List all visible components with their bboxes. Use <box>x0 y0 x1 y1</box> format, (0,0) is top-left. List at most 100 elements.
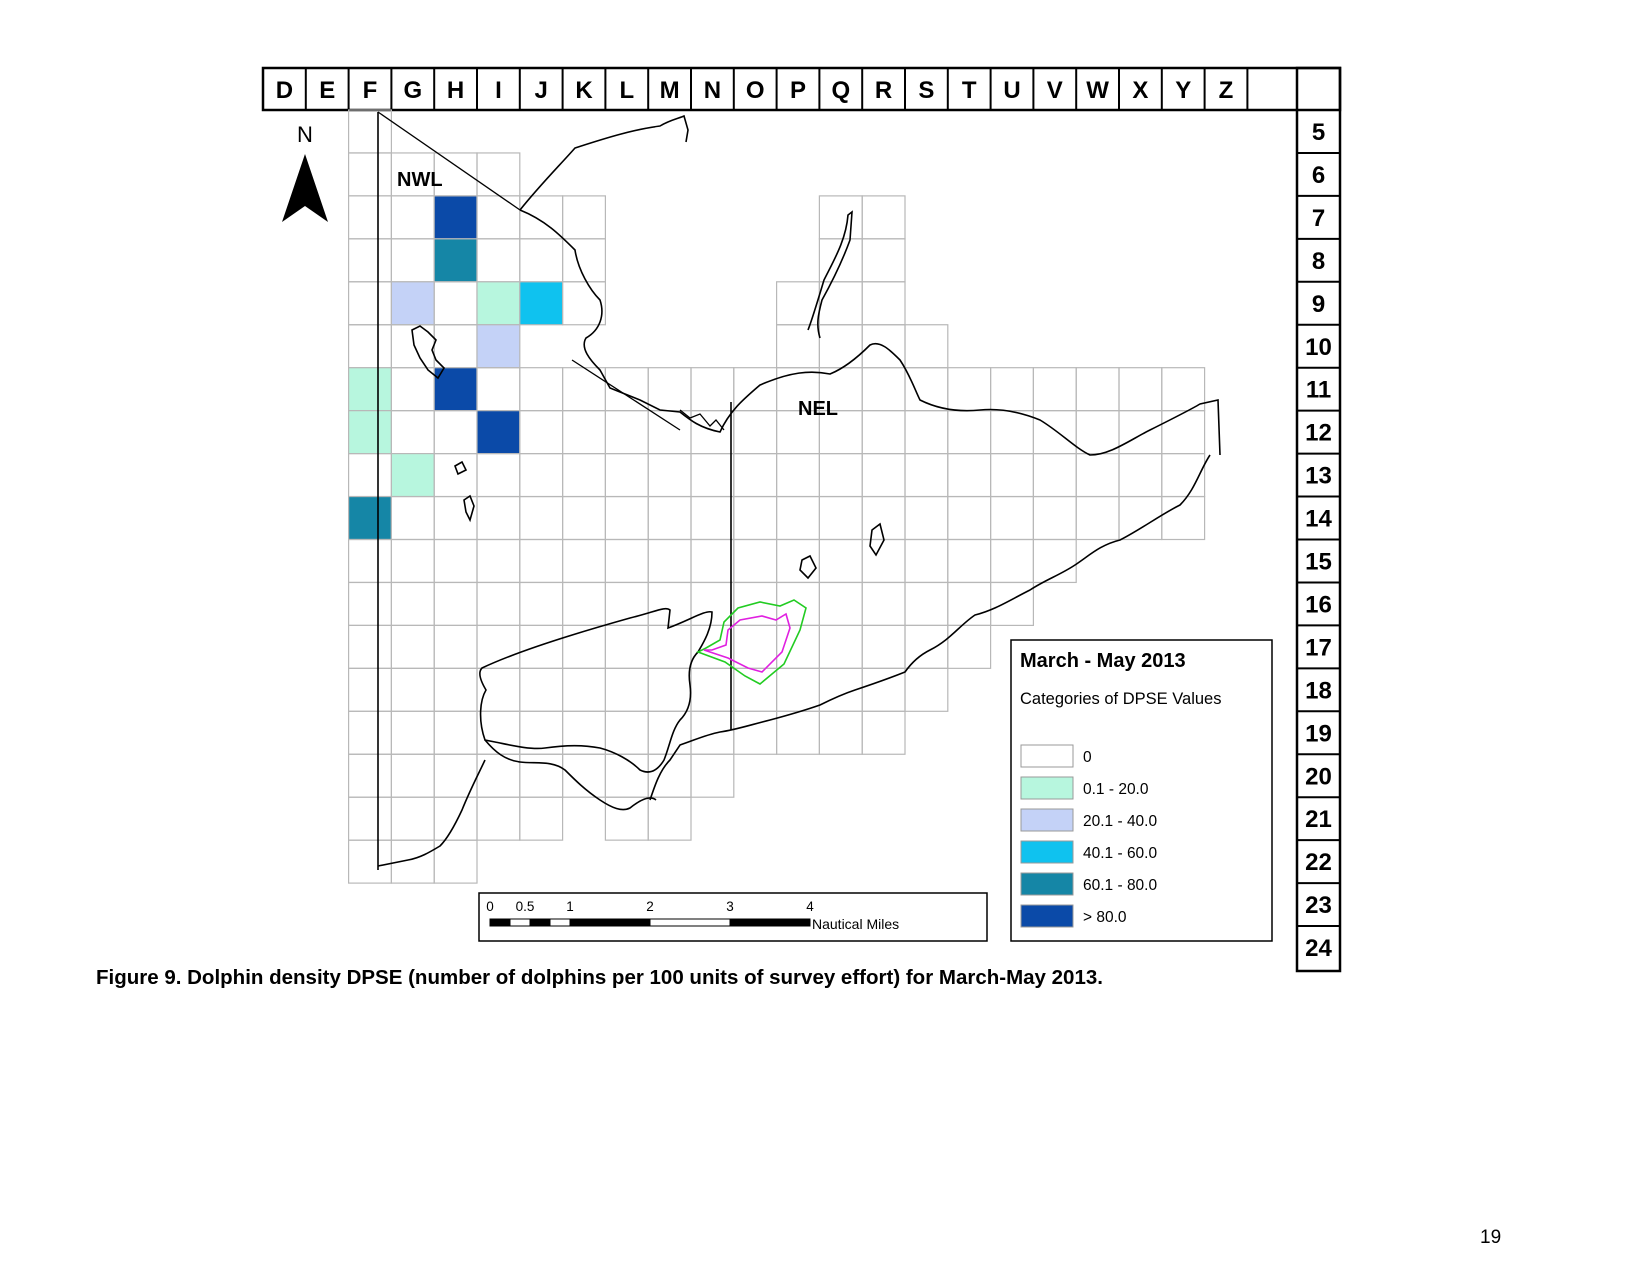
legend: March - May 2013 Categories of DPSE Valu… <box>1010 639 1273 942</box>
legend-item-label: 0.1 - 20.0 <box>1083 781 1149 798</box>
grid-cell <box>348 238 393 283</box>
grid-cell <box>604 753 649 798</box>
row-label: 19 <box>1305 720 1332 747</box>
grid-cell <box>433 238 478 283</box>
column-label: D <box>276 77 293 104</box>
grid-cell <box>1075 367 1120 412</box>
grid-cell <box>690 710 735 755</box>
north-arrow-icon <box>282 154 328 222</box>
island-4 <box>799 554 817 580</box>
grid-cell <box>476 367 521 412</box>
grid-cell <box>390 195 435 240</box>
north-arrow: N <box>282 122 328 222</box>
grid-cell <box>476 281 521 326</box>
grid-cell <box>947 367 992 412</box>
grid-cell <box>818 195 863 240</box>
grid-cell <box>989 538 1034 584</box>
grid-cell <box>390 453 435 498</box>
grid-cell <box>604 495 649 541</box>
row-label: 15 <box>1305 549 1332 576</box>
grid-cell <box>1118 453 1163 498</box>
grid-cell <box>818 624 863 669</box>
grid-cell <box>476 324 521 369</box>
scale-segment <box>549 918 571 927</box>
grid-cell <box>433 710 478 755</box>
grid-cell <box>947 538 992 584</box>
grid-cell <box>604 410 649 455</box>
row-label: 22 <box>1305 849 1332 876</box>
grid-cell <box>519 453 564 498</box>
grid-cell <box>733 495 778 541</box>
grid-cell <box>561 581 606 627</box>
grid-cell <box>647 796 692 841</box>
column-label: M <box>660 77 680 104</box>
grid-cell <box>604 796 649 841</box>
figure-caption: Figure 9. Dolphin density DPSE (number o… <box>96 966 1103 989</box>
grid-cell <box>390 667 435 712</box>
grid-cell <box>348 624 393 669</box>
column-label: I <box>495 77 502 104</box>
coastline <box>377 111 1221 870</box>
column-label: S <box>918 77 934 104</box>
legend-item-label: 0 <box>1083 749 1092 766</box>
grid-cell <box>647 710 692 755</box>
grid-cell <box>733 710 778 755</box>
grid-cell <box>476 410 521 455</box>
grid-cell <box>519 367 564 412</box>
row-label: 24 <box>1305 935 1332 962</box>
grid-cell <box>818 710 863 755</box>
grid-cell <box>604 453 649 498</box>
grid-cell <box>476 495 521 541</box>
grid-cell <box>1161 410 1206 455</box>
grid-cell <box>647 410 692 455</box>
survey-grid <box>348 109 1206 884</box>
grid-cell <box>348 453 393 498</box>
scale-tick-label: 4 <box>806 899 814 914</box>
island-1 <box>411 325 446 380</box>
grid-cell <box>348 710 393 755</box>
legend-swatch <box>1020 808 1074 832</box>
row-label: 21 <box>1305 806 1332 833</box>
grid-cell <box>433 367 478 412</box>
grid-cell <box>861 410 906 455</box>
grid-cell <box>561 495 606 541</box>
grid-cell <box>775 281 820 326</box>
grid-cell <box>904 410 949 455</box>
row-label: 7 <box>1312 205 1325 232</box>
scale-segment <box>509 918 531 927</box>
grid-cell <box>733 538 778 584</box>
scale-segment <box>529 918 551 927</box>
grid-cell <box>348 753 393 798</box>
scale-tick-label: 3 <box>726 899 734 914</box>
row-header-frame <box>1295 66 1342 973</box>
grid-cell <box>775 495 820 541</box>
southwest-coast <box>377 739 657 867</box>
column-label: F <box>363 77 378 104</box>
row-label: 8 <box>1312 248 1325 275</box>
scale-tick-label: 0.5 <box>516 899 535 914</box>
grid-cell <box>390 410 435 455</box>
grid-cell <box>476 581 521 627</box>
grid-cell <box>433 624 478 669</box>
grid-cell <box>861 581 906 627</box>
grid-cell <box>647 624 692 669</box>
grid-cell <box>861 495 906 541</box>
grid-cell <box>1075 410 1120 455</box>
grid-cell <box>690 367 735 412</box>
grid-cell <box>818 324 863 369</box>
grid-cell <box>904 624 949 669</box>
island-5 <box>869 522 885 557</box>
grid-cell <box>476 152 521 197</box>
legend-swatch <box>1020 872 1074 896</box>
grid-cell <box>1032 495 1077 541</box>
grid-cell <box>519 624 564 669</box>
grid-cell <box>348 839 393 884</box>
grid-cell <box>519 495 564 541</box>
scale-segment <box>649 918 731 927</box>
river-channel <box>807 210 853 339</box>
grid-cell <box>561 453 606 498</box>
grid-cell <box>476 667 521 712</box>
grid-cell <box>989 410 1034 455</box>
grid-cell <box>348 324 393 369</box>
grid-cell <box>647 453 692 498</box>
